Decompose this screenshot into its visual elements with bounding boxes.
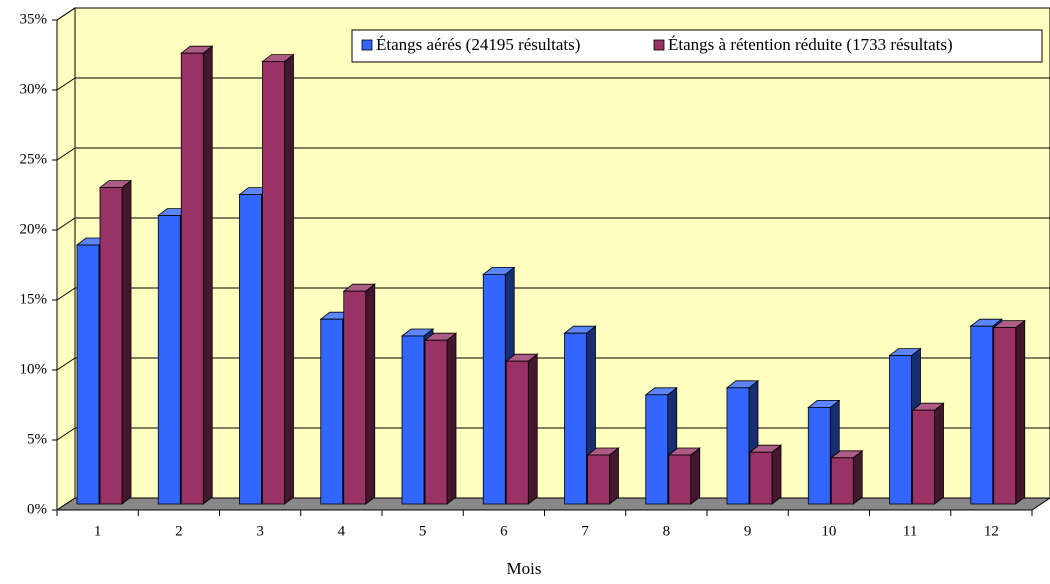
- bar: [401, 335, 425, 505]
- x-tick-label: 7: [581, 523, 589, 539]
- x-tick-label: 4: [338, 523, 346, 539]
- legend-box: [351, 29, 1043, 63]
- y-tick-label: 20%: [20, 221, 48, 237]
- y-tick-label: 30%: [20, 81, 48, 97]
- bar: [482, 273, 506, 505]
- y-tick-label: 10%: [20, 361, 48, 377]
- bar: [564, 332, 587, 505]
- legend-label: Étangs à rétention réduite (1733 résulta…: [668, 35, 953, 54]
- x-tick-label: 1: [94, 523, 102, 539]
- bar: [262, 61, 285, 505]
- x-tick-label: 11: [903, 523, 917, 539]
- bar: [424, 339, 448, 505]
- bar: [645, 394, 669, 505]
- x-tick-label: 8: [663, 523, 671, 539]
- bar-side: [446, 332, 457, 505]
- x-axis-label: Mois: [507, 559, 542, 578]
- bar-side: [527, 353, 538, 505]
- x-tick-label: 9: [744, 523, 752, 539]
- x-tick-label: 10: [821, 523, 836, 539]
- x-tick-label: 12: [984, 523, 999, 539]
- bar-side: [202, 45, 213, 505]
- bar: [76, 244, 100, 505]
- bar-side: [852, 449, 863, 505]
- y-tick-label: 25%: [20, 151, 48, 167]
- bar-side: [1015, 319, 1026, 505]
- bar: [830, 457, 854, 505]
- bar-side: [771, 444, 782, 505]
- back-wall: [74, 7, 1050, 499]
- bar: [970, 325, 994, 505]
- bar-side: [690, 447, 701, 505]
- grid-line: [56, 7, 76, 21]
- bar: [99, 187, 123, 505]
- bar-side: [365, 283, 376, 505]
- bar: [668, 454, 692, 505]
- bar-side: [121, 179, 132, 505]
- bar: [726, 387, 750, 505]
- bar: [239, 194, 262, 505]
- side-wall: [56, 7, 76, 511]
- grid-line: [56, 217, 76, 231]
- x-tick-label: 6: [500, 523, 508, 539]
- bar-side: [934, 402, 944, 505]
- bar: [807, 406, 831, 505]
- legend-swatch: [653, 39, 665, 51]
- legend-swatch: [361, 39, 373, 51]
- bar: [343, 290, 367, 505]
- bar: [320, 318, 344, 505]
- bar-side: [284, 53, 294, 505]
- grid-line: [56, 77, 76, 91]
- bar: [587, 454, 610, 505]
- x-tick-label: 5: [419, 523, 427, 539]
- y-tick-label: 5%: [27, 431, 47, 447]
- grid-line: [56, 147, 76, 161]
- y-tick-label: 35%: [20, 11, 48, 27]
- grid-line: [56, 357, 76, 371]
- bar-side: [609, 447, 619, 505]
- legend-label: Étangs aérés (24195 résultats): [376, 35, 580, 54]
- y-tick-label: 0%: [27, 501, 47, 517]
- bar: [157, 215, 181, 505]
- bar: [912, 409, 935, 505]
- x-tick-label: 2: [175, 523, 183, 539]
- bar: [749, 451, 773, 505]
- x-tick-label: 3: [256, 523, 264, 539]
- grid-line: [56, 427, 76, 441]
- bar: [889, 355, 912, 505]
- y-tick-label: 15%: [20, 291, 48, 307]
- grid-line: [56, 287, 76, 301]
- bar: [505, 360, 529, 505]
- bar: [180, 52, 204, 505]
- bar: [993, 327, 1017, 505]
